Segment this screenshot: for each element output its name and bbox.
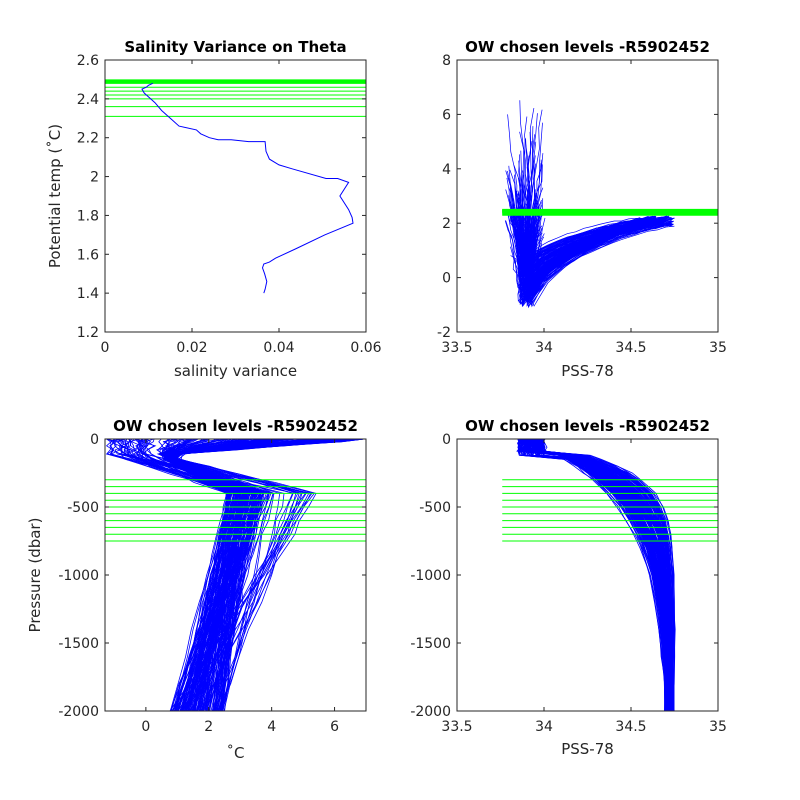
panel-theta-s-axes — [456, 59, 719, 333]
panel-variance-border — [104, 59, 367, 333]
ytick-label: 6 — [442, 107, 451, 123]
xtick-label: 34 — [535, 340, 553, 356]
ytick-label: 1.4 — [77, 286, 99, 302]
panel-theta-s-title: OW chosen levels -R5902452 — [465, 38, 710, 56]
xtick-label: 0 — [101, 340, 110, 356]
ytick-label: -1000 — [410, 568, 451, 584]
panel-theta-s-levels — [502, 208, 718, 216]
panel-temp-pressure-title: OW chosen levels -R5902452 — [113, 417, 358, 435]
variance-series-line — [141, 82, 354, 294]
panel-variance-xticks: 0 0.02 0.04 0.06 — [101, 60, 382, 356]
ytick-label: 0 — [442, 432, 451, 448]
theta-s-profile — [520, 150, 657, 300]
panel-theta-s-profiles — [504, 100, 675, 309]
ytick-label: -2000 — [58, 704, 99, 720]
panel-salinity-pressure-title: OW chosen levels -R5902452 — [465, 417, 710, 435]
panel-temp-pressure-xlabel: ˚C — [227, 744, 245, 762]
panel-temp-pressure-yticks: -2000 -1500 -1000 -500 0 — [58, 432, 366, 720]
panel-temp-pressure-xticks: 0 2 4 6 — [141, 439, 339, 735]
xtick-label: 0.06 — [350, 340, 381, 356]
ytick-label: 2 — [442, 216, 451, 232]
ytick-label: 1.6 — [77, 247, 99, 263]
ytick-label: 0 — [442, 271, 451, 287]
ytick-label: -1000 — [58, 568, 99, 584]
panel-salinity-pressure: 33.5 34 34.5 35 -2000 -1500 -1000 -500 0 OW cho… — [410, 417, 727, 758]
xtick-label: 35 — [709, 340, 727, 356]
panel-variance: 0 0.02 0.04 0.06 1.2 1.4 1.6 1.8 2 2.2 2.4 2.6 Sal… — [46, 38, 382, 380]
ytick-label: 4 — [442, 162, 451, 178]
ytick-label: -500 — [67, 500, 99, 516]
panel-variance-yticks: 1.2 1.4 1.6 1.8 2 2.2 2.4 2.6 — [77, 53, 366, 341]
xtick-label: 0.04 — [263, 340, 294, 356]
panel-theta-s: 33.5 34 34.5 35 -2 0 2 4 6 8 OW chosen levels -R… — [437, 38, 727, 380]
panel-variance-xlabel: salinity variance — [174, 362, 297, 380]
panel-variance-ylabel: Potential temp (˚C) — [46, 124, 64, 268]
xtick-label: 2 — [204, 719, 213, 735]
xtick-label: 0 — [141, 719, 150, 735]
panel-variance-title: Salinity Variance on Theta — [124, 38, 346, 56]
theta-s-profile — [525, 138, 667, 292]
panel-temp-pressure-levels — [105, 479, 366, 542]
theta-s-profile — [516, 217, 653, 301]
ytick-label: 1.2 — [77, 325, 99, 341]
xtick-label: 34.5 — [615, 340, 646, 356]
xtick-label: 35 — [709, 719, 727, 735]
panel-salinity-pressure-xlabel: PSS-78 — [561, 740, 614, 758]
panel-temp-pressure: 0 2 4 6 -2000 -1500 -1000 -500 0 OW chosen leve… — [26, 417, 367, 762]
ytick-label: -2000 — [410, 704, 451, 720]
ytick-label: 2.6 — [77, 53, 99, 69]
xtick-label: 6 — [330, 719, 339, 735]
ytick-label: 2 — [90, 170, 99, 186]
panel-variance-levels — [105, 79, 366, 117]
panel-theta-s-border — [456, 59, 719, 333]
xtick-label: 33.5 — [441, 719, 472, 735]
theta-s-profile — [526, 192, 674, 270]
ytick-label: 2.2 — [77, 131, 99, 147]
panel-salinity-pressure-border — [456, 438, 719, 712]
panel-variance-axes — [104, 59, 367, 333]
xtick-label: 33.5 — [441, 340, 472, 356]
panel-salinity-pressure-levels — [502, 479, 718, 542]
xtick-label: 4 — [267, 719, 276, 735]
ytick-label: 8 — [442, 53, 451, 69]
theta-s-profile — [515, 223, 644, 301]
theta-s-profile — [507, 114, 643, 260]
panel-temp-pressure-border — [104, 438, 367, 712]
panel-temp-pressure-ylabel: Pressure (dbar) — [26, 518, 44, 633]
theta-s-profile — [519, 221, 642, 287]
ytick-label: 0 — [90, 432, 99, 448]
panel-variance-series — [141, 82, 354, 294]
xtick-label: 34.5 — [615, 719, 646, 735]
panel-theta-s-xlabel: PSS-78 — [561, 362, 614, 380]
xtick-label: 0.02 — [176, 340, 207, 356]
ytick-label: -1500 — [58, 636, 99, 652]
theta-s-profile — [519, 188, 674, 272]
ytick-label: 1.8 — [77, 208, 99, 224]
ytick-label: -2 — [437, 325, 451, 341]
ytick-label: -1500 — [410, 636, 451, 652]
xtick-label: 34 — [535, 719, 553, 735]
ytick-label: 2.4 — [77, 92, 99, 108]
ytick-label: -500 — [419, 500, 451, 516]
panel-salinity-pressure-yticks: -2000 -1500 -1000 -500 0 — [410, 432, 718, 720]
